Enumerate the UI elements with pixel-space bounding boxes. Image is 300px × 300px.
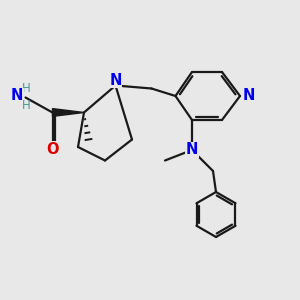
Text: N: N [11,88,23,104]
Text: H: H [22,99,31,112]
Text: H: H [22,82,31,95]
Polygon shape [52,109,84,116]
Text: N: N [109,73,122,88]
Text: O: O [46,142,59,157]
Text: N: N [243,88,255,104]
Text: N: N [186,142,198,158]
